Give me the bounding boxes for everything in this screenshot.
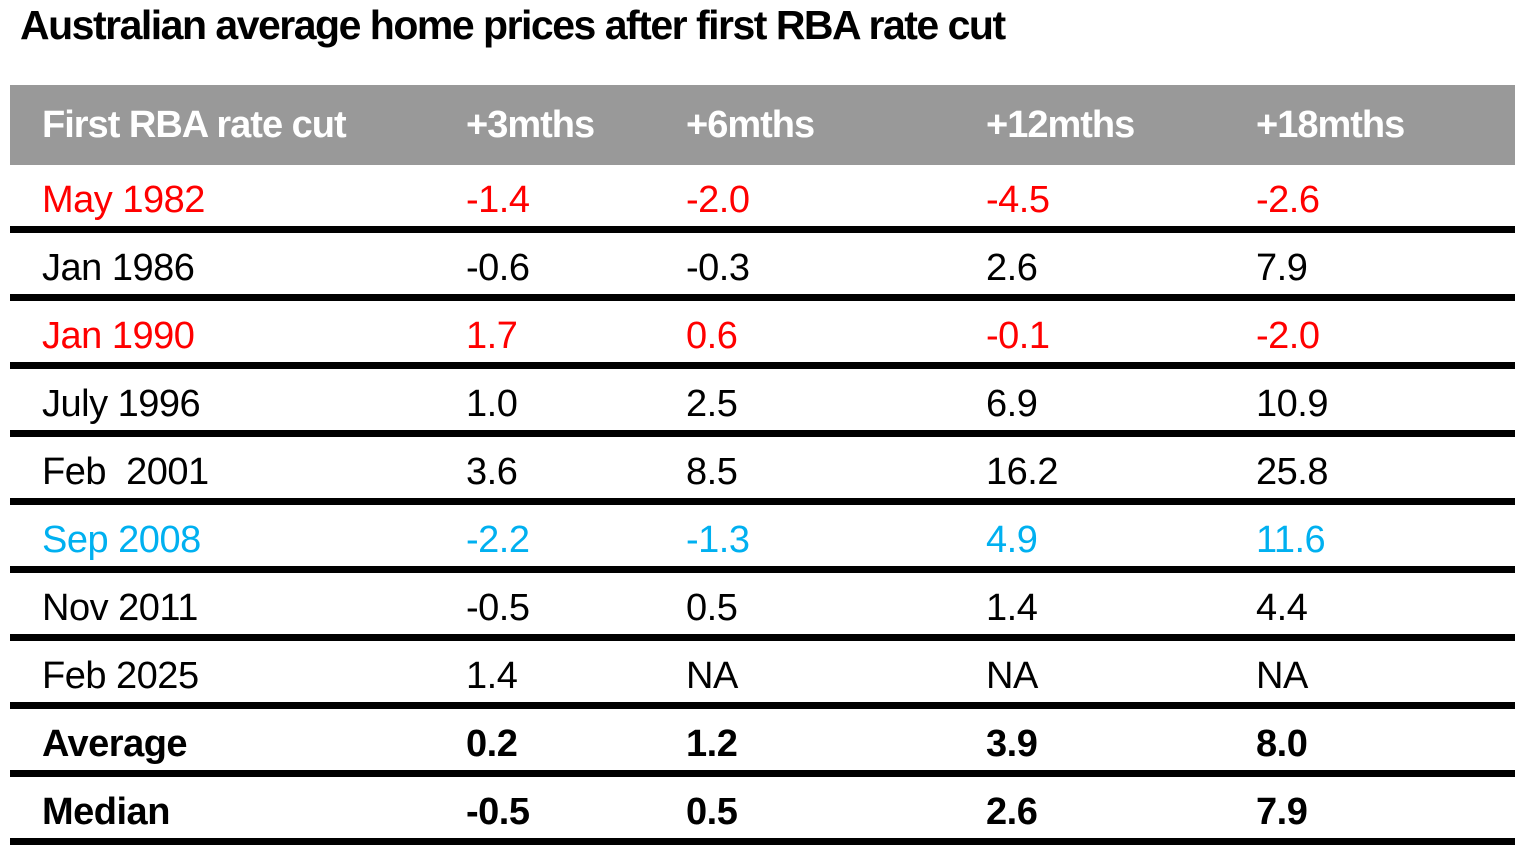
value-12mths: NA <box>986 655 1038 697</box>
value-12mths: 2.6 <box>986 247 1038 289</box>
row-label: Feb 2025 <box>42 655 199 697</box>
value-3mths: -0.5 <box>466 791 530 833</box>
table-row-sep-2008: Sep 2008 -2.2 -1.3 4.9 11.6 <box>10 505 1515 573</box>
value-6mths: 0.6 <box>686 315 738 357</box>
value-12mths: 6.9 <box>986 383 1038 425</box>
value-18mths: 8.0 <box>1256 723 1308 765</box>
column-header-6mths: +6mths <box>686 104 815 146</box>
value-18mths: NA <box>1256 655 1308 697</box>
row-label: Jan 1986 <box>42 247 195 289</box>
value-12mths: 16.2 <box>986 451 1058 493</box>
value-18mths: -2.6 <box>1256 179 1320 221</box>
value-3mths: -1.4 <box>466 179 530 221</box>
value-3mths: -2.2 <box>466 519 530 561</box>
row-label: Jan 1990 <box>42 315 195 357</box>
value-12mths: 2.6 <box>986 791 1038 833</box>
value-6mths: 1.2 <box>686 723 738 765</box>
value-12mths: -0.1 <box>986 315 1050 357</box>
row-label: Average <box>42 723 188 765</box>
value-18mths: 10.9 <box>1256 383 1328 425</box>
table-row-feb-2001: Feb 2001 3.6 8.5 16.2 25.8 <box>10 437 1515 505</box>
row-label: Median <box>42 791 170 833</box>
table-row-feb-2025: Feb 2025 1.4 NA NA NA <box>10 641 1515 709</box>
page-title: Australian average home prices after fir… <box>20 2 1006 48</box>
value-6mths: -2.0 <box>686 179 750 221</box>
table-row-jan-1986: Jan 1986 -0.6 -0.3 2.6 7.9 <box>10 233 1515 301</box>
value-12mths: 4.9 <box>986 519 1038 561</box>
value-6mths: 8.5 <box>686 451 738 493</box>
value-6mths: 2.5 <box>686 383 738 425</box>
value-18mths: 11.6 <box>1256 519 1326 561</box>
table-row-jan-1990: Jan 1990 1.7 0.6 -0.1 -2.0 <box>10 301 1515 369</box>
value-18mths: 7.9 <box>1256 247 1308 289</box>
value-6mths: -0.3 <box>686 247 750 289</box>
column-header-12mths: +12mths <box>986 104 1135 146</box>
value-12mths: -4.5 <box>986 179 1050 221</box>
value-3mths: 1.4 <box>466 655 518 697</box>
row-label: Sep 2008 <box>42 519 201 561</box>
column-header-3mths: +3mths <box>466 104 595 146</box>
value-12mths: 1.4 <box>986 587 1038 629</box>
row-label: July 1996 <box>42 383 201 425</box>
value-18mths: 7.9 <box>1256 791 1308 833</box>
table-row-median: Median -0.5 0.5 2.6 7.9 <box>10 777 1515 845</box>
table-row-july-1996: July 1996 1.0 2.5 6.9 10.9 <box>10 369 1515 437</box>
value-3mths: 1.7 <box>466 315 518 357</box>
value-3mths: -0.5 <box>466 587 530 629</box>
value-6mths: NA <box>686 655 738 697</box>
table-row-may-1982: May 1982 -1.4 -2.0 -4.5 -2.6 <box>10 165 1515 233</box>
row-label: Feb 2001 <box>42 451 209 493</box>
value-6mths: 0.5 <box>686 587 738 629</box>
value-6mths: -1.3 <box>686 519 750 561</box>
value-3mths: 0.2 <box>466 723 518 765</box>
row-label: May 1982 <box>42 179 205 221</box>
column-header-first-rba-rate-cut: First RBA rate cut <box>42 104 347 146</box>
value-18mths: -2.0 <box>1256 315 1320 357</box>
value-6mths: 0.5 <box>686 791 738 833</box>
value-18mths: 4.4 <box>1256 587 1308 629</box>
value-12mths: 3.9 <box>986 723 1038 765</box>
table-header-row: First RBA rate cut +3mths +6mths +12mths… <box>10 85 1515 165</box>
value-3mths: 1.0 <box>466 383 518 425</box>
value-3mths: 3.6 <box>466 451 518 493</box>
table-row-nov-2011: Nov 2011 -0.5 0.5 1.4 4.4 <box>10 573 1515 641</box>
row-label: Nov 2011 <box>42 587 198 629</box>
value-3mths: -0.6 <box>466 247 530 289</box>
table-row-average: Average 0.2 1.2 3.9 8.0 <box>10 709 1515 777</box>
value-18mths: 25.8 <box>1256 451 1328 493</box>
rate-cut-table: First RBA rate cut +3mths +6mths +12mths… <box>10 85 1515 845</box>
column-header-18mths: +18mths <box>1256 104 1405 146</box>
